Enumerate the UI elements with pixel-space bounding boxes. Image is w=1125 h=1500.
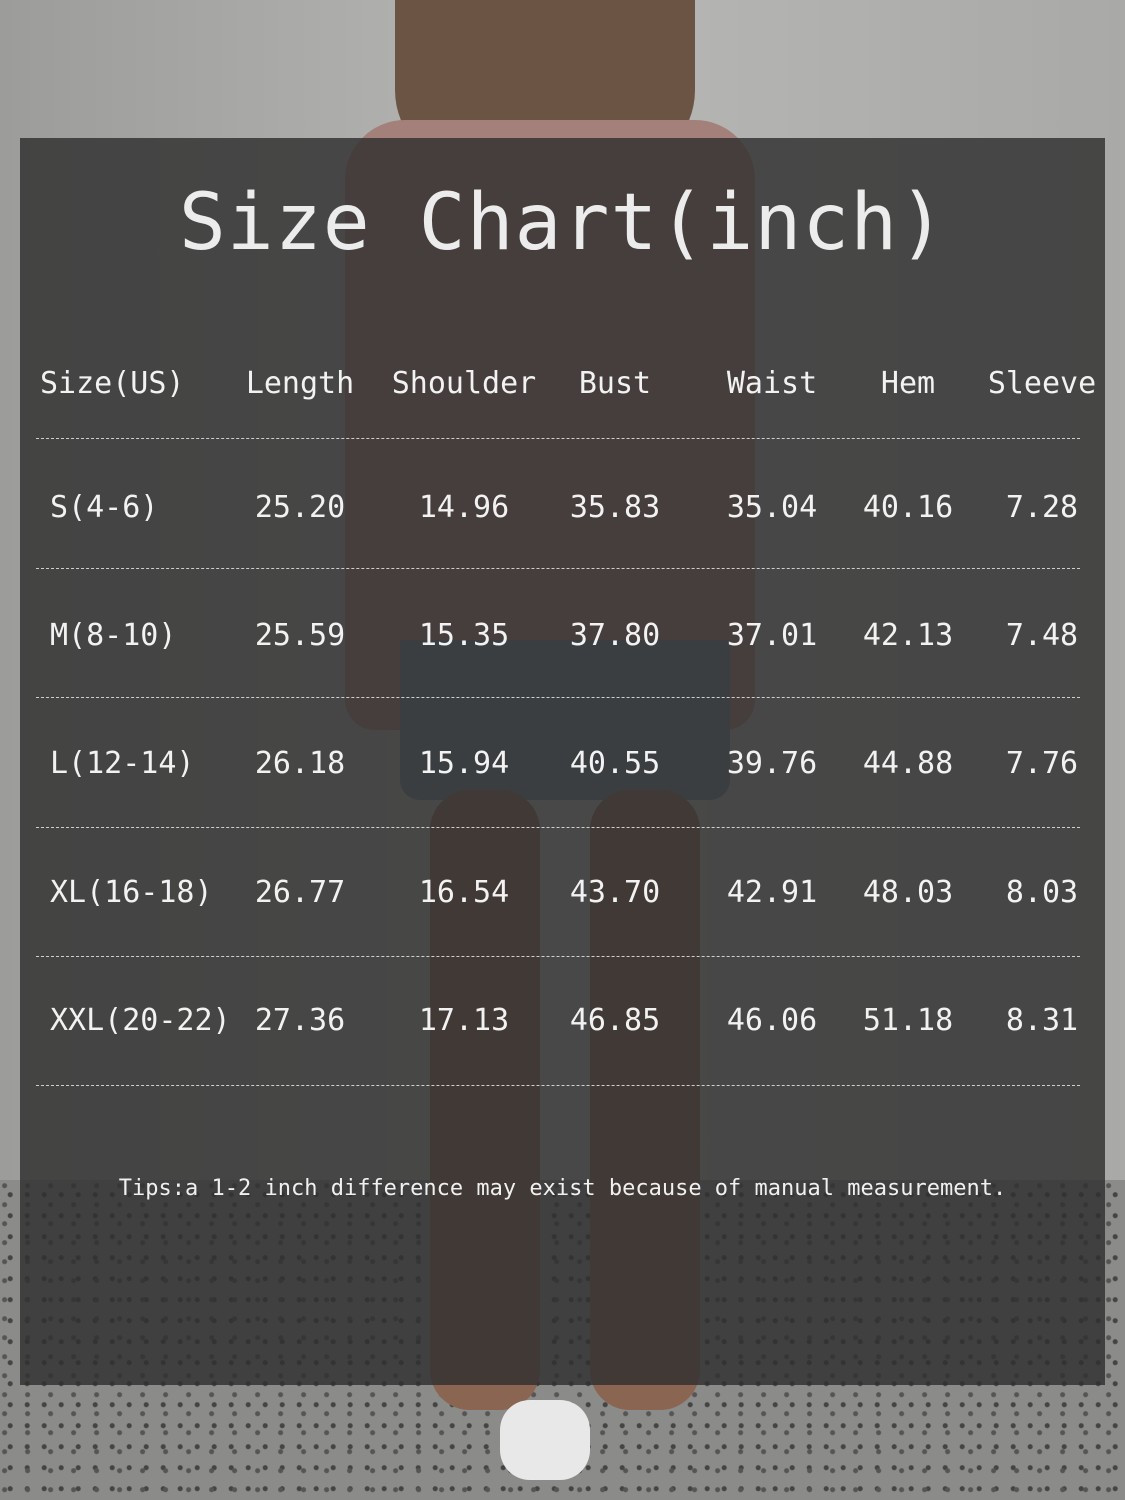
cell-size: S(4-6) [50,490,159,525]
cell-length: 25.59 [254,618,346,653]
cell-bust: 35.83 [569,490,661,525]
cell-size: XL(16-18) [50,875,213,910]
cell-hem: 44.88 [862,746,954,781]
header-length: Length [245,366,355,401]
cell-waist: 37.01 [726,618,818,653]
cell-sleeve: 7.48 [1005,618,1079,653]
cell-bust: 43.70 [569,875,661,910]
cell-bust: 37.80 [569,618,661,653]
tips-note: Tips:a 1-2 inch difference may exist bec… [118,1176,1007,1201]
cell-length: 25.20 [254,490,346,525]
cell-sleeve: 8.31 [1005,1003,1079,1038]
header-shoulder: Shoulder [391,366,537,401]
cell-sleeve: 7.28 [1005,490,1079,525]
cell-hem: 42.13 [862,618,954,653]
cell-bust: 46.85 [569,1003,661,1038]
cell-length: 26.77 [254,875,346,910]
header-waist: Waist [726,366,818,401]
cell-waist: 35.04 [726,490,818,525]
header-bust: Bust [578,366,652,401]
cell-waist: 46.06 [726,1003,818,1038]
cell-shoulder: 15.94 [418,746,510,781]
divider [36,956,1080,957]
chart-title: Size Chart(inch) [178,178,947,268]
cell-sleeve: 7.76 [1005,746,1079,781]
header-hem: Hem [880,366,936,401]
header-sleeve: Sleeve [987,366,1097,401]
divider [36,697,1080,698]
cell-shoulder: 15.35 [418,618,510,653]
cell-size: L(12-14) [50,746,195,781]
cell-sleeve: 8.03 [1005,875,1079,910]
model-shoe [500,1400,590,1480]
header-size: Size(US) [40,366,185,401]
cell-shoulder: 16.54 [418,875,510,910]
cell-waist: 42.91 [726,875,818,910]
cell-size: M(8-10) [50,618,177,653]
cell-hem: 48.03 [862,875,954,910]
cell-length: 27.36 [254,1003,346,1038]
size-chart-panel [20,138,1105,1385]
cell-hem: 51.18 [862,1003,954,1038]
cell-waist: 39.76 [726,746,818,781]
cell-hem: 40.16 [862,490,954,525]
cell-shoulder: 14.96 [418,490,510,525]
cell-shoulder: 17.13 [418,1003,510,1038]
divider [36,827,1080,828]
cell-size: XXL(20-22) [50,1003,231,1038]
divider [36,438,1080,439]
divider [36,1085,1080,1086]
divider [36,568,1080,569]
cell-length: 26.18 [254,746,346,781]
cell-bust: 40.55 [569,746,661,781]
